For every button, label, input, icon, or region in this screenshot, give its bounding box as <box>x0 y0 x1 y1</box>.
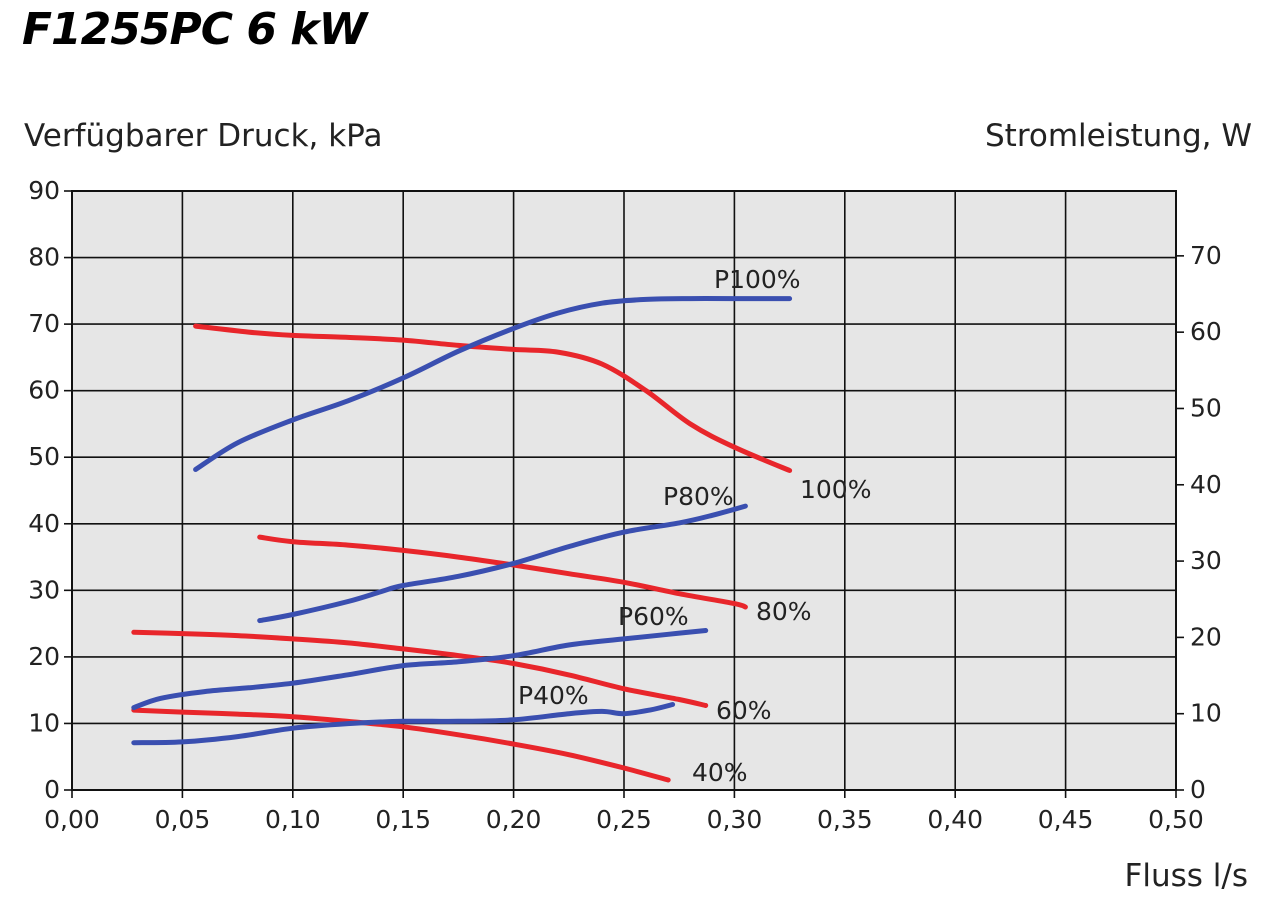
series-line-pressure-40 <box>131 707 671 783</box>
series-label-power-p80: P80% <box>663 482 734 511</box>
x-tick-label: 0,40 <box>927 805 983 834</box>
y-left-tick-label: 30 <box>28 575 60 604</box>
y-right-tick-label: 60 <box>1190 317 1222 346</box>
y-left-tick-label: 10 <box>28 708 60 737</box>
x-tick-label: 0,00 <box>44 805 100 834</box>
series-line-power-p100 <box>193 296 793 472</box>
series-label-pressure-80: 80% <box>756 597 812 626</box>
series-label-pressure-60: 60% <box>716 696 772 725</box>
x-axis-label: Fluss l/s <box>1124 858 1248 894</box>
series-label-power-p100: P100% <box>714 265 801 294</box>
y-left-tick-label: 20 <box>28 642 60 671</box>
x-tick-label: 0,15 <box>375 805 431 834</box>
x-tick-label: 0,05 <box>155 805 211 834</box>
y-left-tick-label: 80 <box>28 243 60 272</box>
series-line-power-p40 <box>131 702 676 746</box>
plot-frame <box>71 190 1177 791</box>
y-axis-left-label: Verfügbarer Druck, kPa <box>24 118 383 154</box>
x-tick-label: 0,50 <box>1148 805 1204 834</box>
y-right-tick-label: 10 <box>1190 699 1222 728</box>
y-left-tick-label: 50 <box>28 442 60 471</box>
y-left-tick-label: 40 <box>28 509 60 538</box>
series-label-power-p60: P60% <box>618 602 689 631</box>
y-axis-right-label: Stromleistung, W <box>985 118 1252 154</box>
series-line-power-p60 <box>131 628 709 711</box>
y-right-tick-label: 50 <box>1190 393 1222 422</box>
x-tick-label: 0,35 <box>817 805 873 834</box>
x-tick-label: 0,10 <box>265 805 321 834</box>
series-label-power-p40: P40% <box>518 681 589 710</box>
x-tick-label: 0,20 <box>486 805 542 834</box>
series-line-power-p80 <box>257 503 748 624</box>
series-lines <box>131 296 793 783</box>
series-line-pressure-60 <box>131 629 709 708</box>
axes <box>64 190 1184 798</box>
y-left-tick-label: 90 <box>28 176 60 205</box>
chart-title: F1255PC 6 kW <box>22 4 367 55</box>
y-left-tick-label: 70 <box>28 309 60 338</box>
y-left-tick-label: 60 <box>28 376 60 405</box>
series-labels: 100% 80% 60% 40% P100% P80% P60% P40% <box>518 265 871 787</box>
x-tick-label: 0,30 <box>707 805 763 834</box>
x-tick-label: 0,25 <box>596 805 652 834</box>
series-line-pressure-100 <box>193 323 793 473</box>
y-right-tick-label: 20 <box>1190 622 1222 651</box>
tick-labels: 0,00 0,05 0,10 0,15 0,20 0,25 0,30 0,35 0,40 0,45… <box>28 176 1222 834</box>
series-label-pressure-40: 40% <box>692 758 748 787</box>
y-right-tick-label: 40 <box>1190 470 1222 499</box>
y-right-tick-label: 30 <box>1190 546 1222 575</box>
series-label-pressure-100: 100% <box>800 475 871 504</box>
x-tick-label: 0,45 <box>1038 805 1094 834</box>
y-right-tick-label: 70 <box>1190 241 1222 270</box>
y-right-tick-label: 0 <box>1190 775 1206 804</box>
y-left-tick-label: 0 <box>44 775 60 804</box>
